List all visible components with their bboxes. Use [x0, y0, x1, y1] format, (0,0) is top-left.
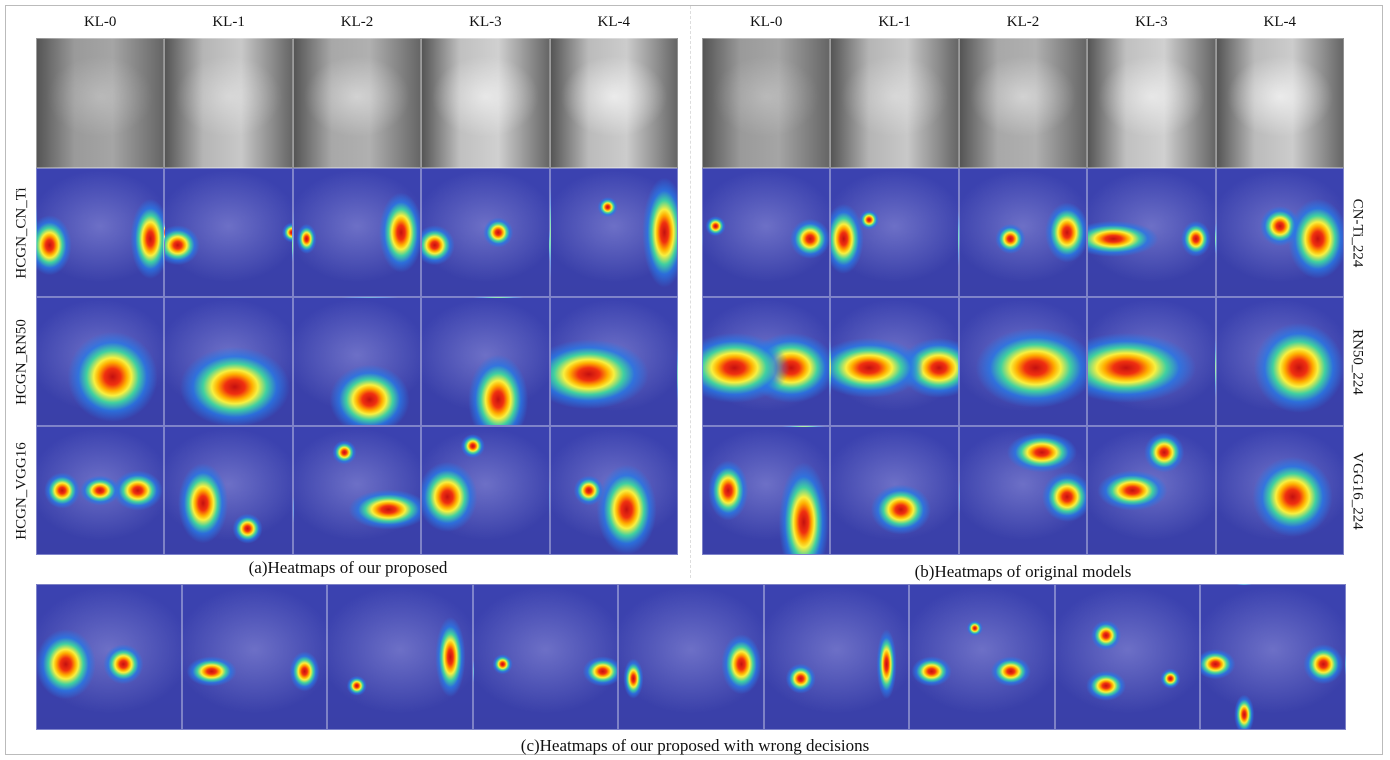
- caption: (b)Heatmaps of original models: [915, 562, 1132, 582]
- heatmap-image: [830, 297, 958, 426]
- heatmap-image: [702, 426, 830, 555]
- wrong-decision-heatmap: [473, 584, 619, 730]
- xray-image: [702, 38, 830, 168]
- wrong-decision-heatmap: [36, 584, 182, 730]
- row-label: CN-Ti_224: [1349, 198, 1366, 267]
- heatmap-image: [1087, 426, 1215, 555]
- wrong-decision-heatmap: [618, 584, 764, 730]
- column-header: KL-3: [469, 14, 502, 31]
- heatmap-image: [164, 168, 292, 297]
- heatmap-image: [959, 297, 1087, 426]
- heatmap-image: [36, 426, 164, 555]
- xray-image: [36, 38, 164, 168]
- column-header: KL-0: [750, 14, 783, 31]
- row-label: HCGN_RN50: [14, 319, 31, 405]
- heatmap-image: [1087, 297, 1215, 426]
- figure: KL-0 KL-1 KL-2 KL-3 KL-4 HCGN_CN_Ti HCGN_RN50 H…: [0, 0, 1390, 760]
- heatmap-image: [421, 297, 549, 426]
- heatmap-image: [959, 426, 1087, 555]
- column-header: KL-1: [878, 14, 911, 31]
- heatmap-image: [1087, 168, 1215, 297]
- wrong-decision-heatmap: [182, 584, 328, 730]
- heatmap-image: [36, 168, 164, 297]
- heatmap-image: [959, 168, 1087, 297]
- xray-image: [1087, 38, 1215, 168]
- heatmap-image: [36, 297, 164, 426]
- wrong-decision-heatmap: [327, 584, 473, 730]
- heatmap-image: [1216, 297, 1344, 426]
- row-label: VGG16_224: [1349, 452, 1366, 530]
- column-header: KL-3: [1135, 14, 1168, 31]
- caption: (a)Heatmaps of our proposed: [249, 558, 448, 578]
- column-header: KL-4: [1264, 14, 1297, 31]
- column-header: KL-2: [341, 14, 374, 31]
- xray-image: [959, 38, 1087, 168]
- row-label: HCGN_VGG16: [14, 442, 31, 540]
- xray-image: [164, 38, 292, 168]
- divider: [690, 6, 691, 578]
- heatmap-image: [1216, 168, 1344, 297]
- heatmap-image: [293, 426, 421, 555]
- xray-image: [1216, 38, 1344, 168]
- heatmap-image: [550, 297, 678, 426]
- wrong-decision-heatmap: [1055, 584, 1201, 730]
- heatmap-image: [293, 168, 421, 297]
- heatmap-image: [293, 297, 421, 426]
- column-header: KL-1: [212, 14, 245, 31]
- heatmap-image: [702, 168, 830, 297]
- heatmap-image: [164, 426, 292, 555]
- heatmap-image: [1216, 426, 1344, 555]
- heatmap-image: [421, 168, 549, 297]
- wrong-decision-heatmap: [764, 584, 910, 730]
- column-header: KL-4: [598, 14, 631, 31]
- heatmap-image: [550, 168, 678, 297]
- xray-image: [550, 38, 678, 168]
- xray-image: [830, 38, 958, 168]
- column-header: KL-0: [84, 14, 117, 31]
- heatmap-image: [830, 426, 958, 555]
- wrong-decision-heatmap: [909, 584, 1055, 730]
- row-label: RN50_224: [1349, 329, 1366, 395]
- heatmap-image: [702, 297, 830, 426]
- heatmap-image: [550, 426, 678, 555]
- caption: (c)Heatmaps of our proposed with wrong d…: [521, 736, 869, 756]
- xray-image: [421, 38, 549, 168]
- heatmap-image: [164, 297, 292, 426]
- xray-image: [293, 38, 421, 168]
- row-label: HCGN_CN_Ti: [14, 187, 31, 278]
- wrong-decision-heatmap: [1200, 584, 1346, 730]
- heatmap-image: [830, 168, 958, 297]
- heatmap-image: [421, 426, 549, 555]
- column-header: KL-2: [1007, 14, 1040, 31]
